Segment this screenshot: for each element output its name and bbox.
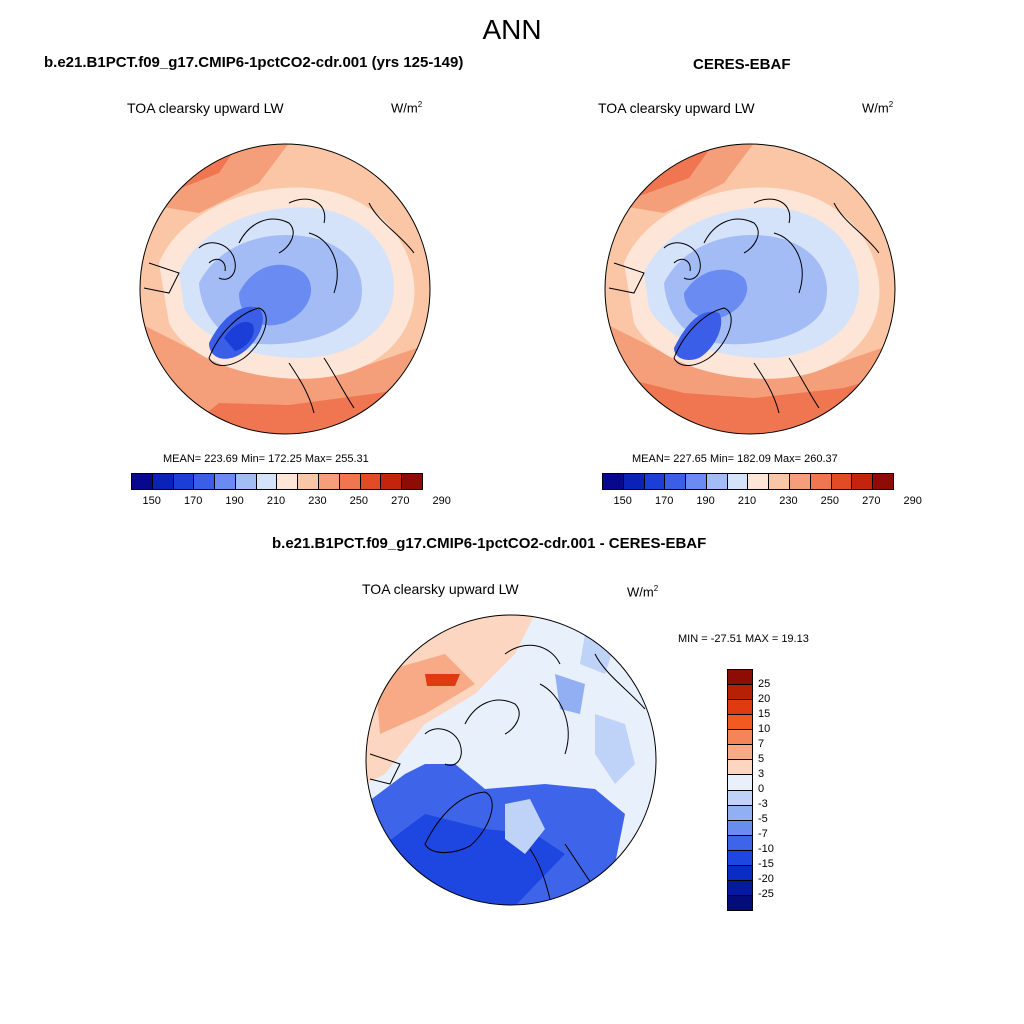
obs-colorbar-tick-label: 210: [737, 495, 757, 507]
diff-colorbar-swatch: [728, 879, 752, 895]
diff-colorbar-tick-label: -10: [758, 843, 774, 855]
model-colorbar-tick-label: 170: [183, 495, 203, 507]
diff-colorbar-swatch: [728, 789, 752, 805]
diff-colorbar-tick-label: -25: [758, 888, 774, 900]
obs-colorbar-tick-label: 190: [696, 495, 715, 507]
diff-colorbar-tick-label: 3: [758, 768, 765, 780]
diff-colorbar-swatch: [728, 804, 752, 820]
model-variable-label: TOA clearsky upward LW: [127, 100, 284, 116]
obs-colorbar-swatch: [705, 474, 727, 489]
diff-colorbar-tick-label: 25: [758, 678, 771, 690]
diff-colorbar-swatch: [728, 714, 752, 730]
model-colorbar-tick-label: 250: [349, 495, 369, 507]
diff-polar-map: [365, 614, 657, 906]
obs-case-title: CERES-EBAF: [693, 56, 791, 73]
diff-colorbar-swatch: [728, 759, 752, 775]
obs-colorbar-tick-label: 290: [903, 495, 922, 507]
model-colorbar-swatch: [338, 474, 360, 489]
obs-polar-map: [604, 143, 896, 435]
model-colorbar-swatch: [255, 474, 277, 489]
diff-colorbar-swatch: [728, 819, 752, 835]
model-colorbar-swatch: [401, 474, 422, 489]
diff-colorbar-tick-label: 5: [758, 753, 765, 765]
model-colorbar: [131, 473, 423, 490]
diff-colorbar-swatch: [728, 729, 752, 745]
diff-colorbar-swatch: [728, 744, 752, 760]
model-colorbar-tick-label: 190: [225, 495, 244, 507]
obs-units: W/m2: [862, 100, 894, 116]
obs-stats: MEAN= 227.65 Min= 182.09 Max= 260.37: [632, 453, 838, 465]
diff-colorbar-tick-label: 10: [758, 723, 771, 735]
model-colorbar-swatch: [380, 474, 402, 489]
obs-colorbar-swatch: [872, 474, 893, 489]
diff-colorbar-tick-label: -15: [758, 858, 774, 870]
diff-colorbar-tick-label: 20: [758, 693, 771, 705]
obs-colorbar-tick-label: 250: [820, 495, 840, 507]
obs-colorbar-swatch: [622, 474, 644, 489]
model-colorbar-swatch: [193, 474, 215, 489]
obs-colorbar-swatch: [830, 474, 852, 489]
diff-units: W/m2: [627, 584, 659, 600]
diff-colorbar-tick-label: -3: [758, 798, 768, 810]
obs-colorbar-swatch: [685, 474, 706, 489]
obs-colorbar-swatch: [643, 474, 665, 489]
model-colorbar-tick-label: 270: [391, 495, 410, 507]
model-colorbar-tick-label: 230: [308, 495, 327, 507]
obs-colorbar-labels: 150 170 190 210 230 250 270 290: [602, 495, 922, 509]
diff-case-title: b.e21.B1PCT.f09_g17.CMIP6-1pctCO2-cdr.00…: [272, 535, 707, 552]
diff-variable-label: TOA clearsky upward LW: [362, 581, 519, 597]
obs-colorbar-tick-label: 150: [613, 495, 632, 507]
obs-colorbar-tick-label: 170: [654, 495, 674, 507]
diff-colorbar-swatch: [728, 894, 752, 910]
model-colorbar-tick-label: 150: [142, 495, 161, 507]
diff-colorbar-tick-label: 7: [758, 738, 765, 750]
diff-colorbar-swatch: [728, 864, 752, 880]
model-colorbar-labels: 150 170 190 210 230 250 270 290: [131, 495, 451, 509]
model-colorbar-swatch: [214, 474, 235, 489]
model-colorbar-tick-label: 290: [432, 495, 451, 507]
model-colorbar-swatch: [297, 474, 319, 489]
figure-title: ANN: [482, 14, 542, 45]
obs-colorbar-swatch: [726, 474, 748, 489]
obs-colorbar-tick-label: 270: [862, 495, 881, 507]
model-stats: MEAN= 223.69 Min= 172.25 Max= 255.31: [163, 453, 369, 465]
obs-colorbar-tick-label: 230: [779, 495, 798, 507]
model-colorbar-tick-label: 210: [266, 495, 286, 507]
obs-colorbar-swatch: [851, 474, 873, 489]
obs-colorbar-swatch: [664, 474, 686, 489]
diff-colorbar-swatch: [728, 670, 752, 685]
diff-colorbar-tick-label: 15: [758, 708, 771, 720]
model-colorbar-swatch: [151, 474, 173, 489]
model-colorbar-swatch: [359, 474, 381, 489]
obs-colorbar-swatch: [809, 474, 831, 489]
diff-stats: MIN = -27.51 MAX = 19.13: [678, 633, 809, 645]
model-polar-map: [139, 143, 431, 435]
obs-variable-label: TOA clearsky upward LW: [598, 100, 755, 116]
diff-colorbar-swatch: [728, 699, 752, 715]
diff-colorbar-labels: 25 20 15 10 7 5 3 0 -3 -5 -7 -10 -15 -20 -25: [758, 669, 798, 909]
obs-colorbar-swatch: [789, 474, 810, 489]
model-colorbar-swatch: [318, 474, 339, 489]
model-colorbar-swatch: [276, 474, 298, 489]
diff-colorbar-swatch: [728, 774, 752, 790]
diff-colorbar: [727, 669, 753, 911]
diff-colorbar-swatch: [728, 849, 752, 865]
model-colorbar-swatch: [172, 474, 194, 489]
model-colorbar-swatch: [234, 474, 256, 489]
obs-colorbar-swatch: [603, 474, 623, 489]
model-case-title: b.e21.B1PCT.f09_g17.CMIP6-1pctCO2-cdr.00…: [44, 54, 464, 71]
model-units: W/m2: [391, 100, 423, 116]
diff-colorbar-tick-label: -5: [758, 813, 768, 825]
diff-colorbar-tick-label: -7: [758, 828, 768, 840]
obs-colorbar-swatch: [768, 474, 790, 489]
model-colorbar-swatch: [132, 474, 152, 489]
diff-colorbar-tick-label: -20: [758, 873, 774, 885]
diff-colorbar-tick-label: 0: [758, 783, 765, 795]
diff-colorbar-swatch: [728, 684, 752, 700]
obs-colorbar-swatch: [747, 474, 769, 489]
obs-colorbar: [602, 473, 894, 490]
diff-colorbar-swatch: [728, 834, 752, 850]
